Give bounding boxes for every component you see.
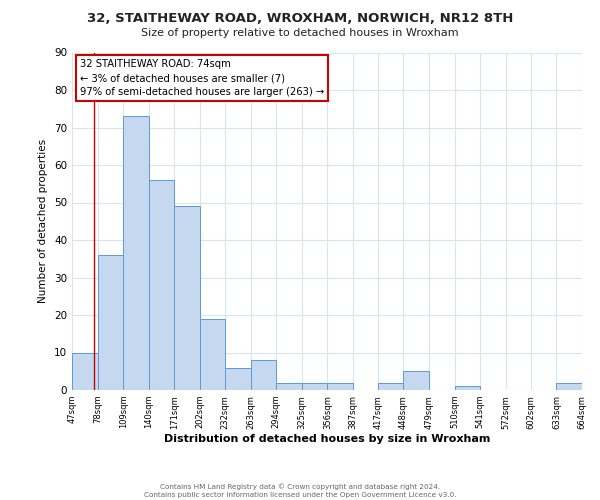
Text: Size of property relative to detached houses in Wroxham: Size of property relative to detached ho… bbox=[141, 28, 459, 38]
Bar bbox=[556, 382, 582, 390]
Text: 32 STAITHEWAY ROAD: 74sqm
← 3% of detached houses are smaller (7)
97% of semi-de: 32 STAITHEWAY ROAD: 74sqm ← 3% of detach… bbox=[80, 59, 324, 97]
Bar bbox=[123, 116, 149, 390]
Bar bbox=[251, 360, 276, 390]
Bar bbox=[225, 368, 251, 390]
X-axis label: Distribution of detached houses by size in Wroxham: Distribution of detached houses by size … bbox=[164, 434, 490, 444]
Bar bbox=[98, 255, 123, 390]
Bar bbox=[328, 382, 353, 390]
Text: 32, STAITHEWAY ROAD, WROXHAM, NORWICH, NR12 8TH: 32, STAITHEWAY ROAD, WROXHAM, NORWICH, N… bbox=[87, 12, 513, 26]
Bar bbox=[403, 371, 429, 390]
Bar bbox=[175, 206, 200, 390]
Bar bbox=[302, 382, 328, 390]
Bar bbox=[72, 352, 98, 390]
Text: Contains HM Land Registry data © Crown copyright and database right 2024.
Contai: Contains HM Land Registry data © Crown c… bbox=[144, 483, 456, 498]
Bar bbox=[276, 382, 302, 390]
Bar bbox=[149, 180, 175, 390]
Bar bbox=[200, 319, 225, 390]
Y-axis label: Number of detached properties: Number of detached properties bbox=[38, 139, 49, 304]
Bar bbox=[378, 382, 403, 390]
Bar bbox=[455, 386, 481, 390]
